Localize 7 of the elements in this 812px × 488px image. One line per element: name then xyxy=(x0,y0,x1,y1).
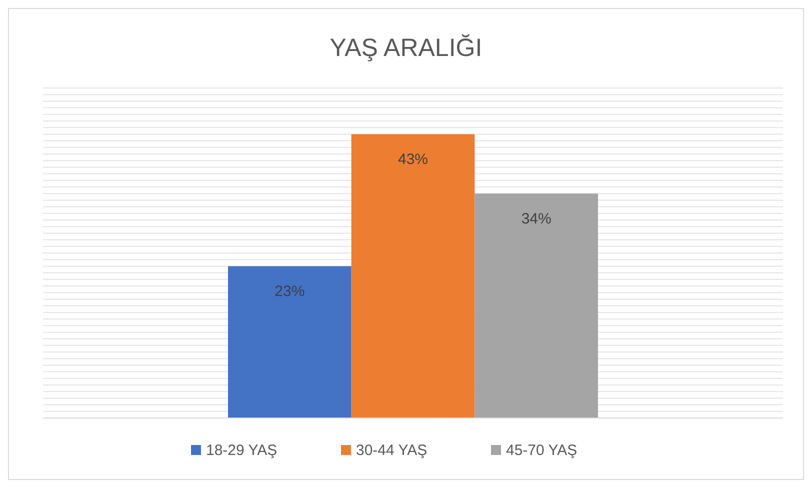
legend-label: 45-70 YAŞ xyxy=(506,442,578,459)
data-label: 34% xyxy=(521,210,552,228)
legend-label: 18-29 YAŞ xyxy=(206,442,278,459)
data-label: 43% xyxy=(398,151,428,168)
data-label: 23% xyxy=(274,283,305,300)
legend-label: 30-44 YAŞ xyxy=(356,442,428,459)
chart-title: YAŞ ARALIĞI xyxy=(330,34,482,62)
